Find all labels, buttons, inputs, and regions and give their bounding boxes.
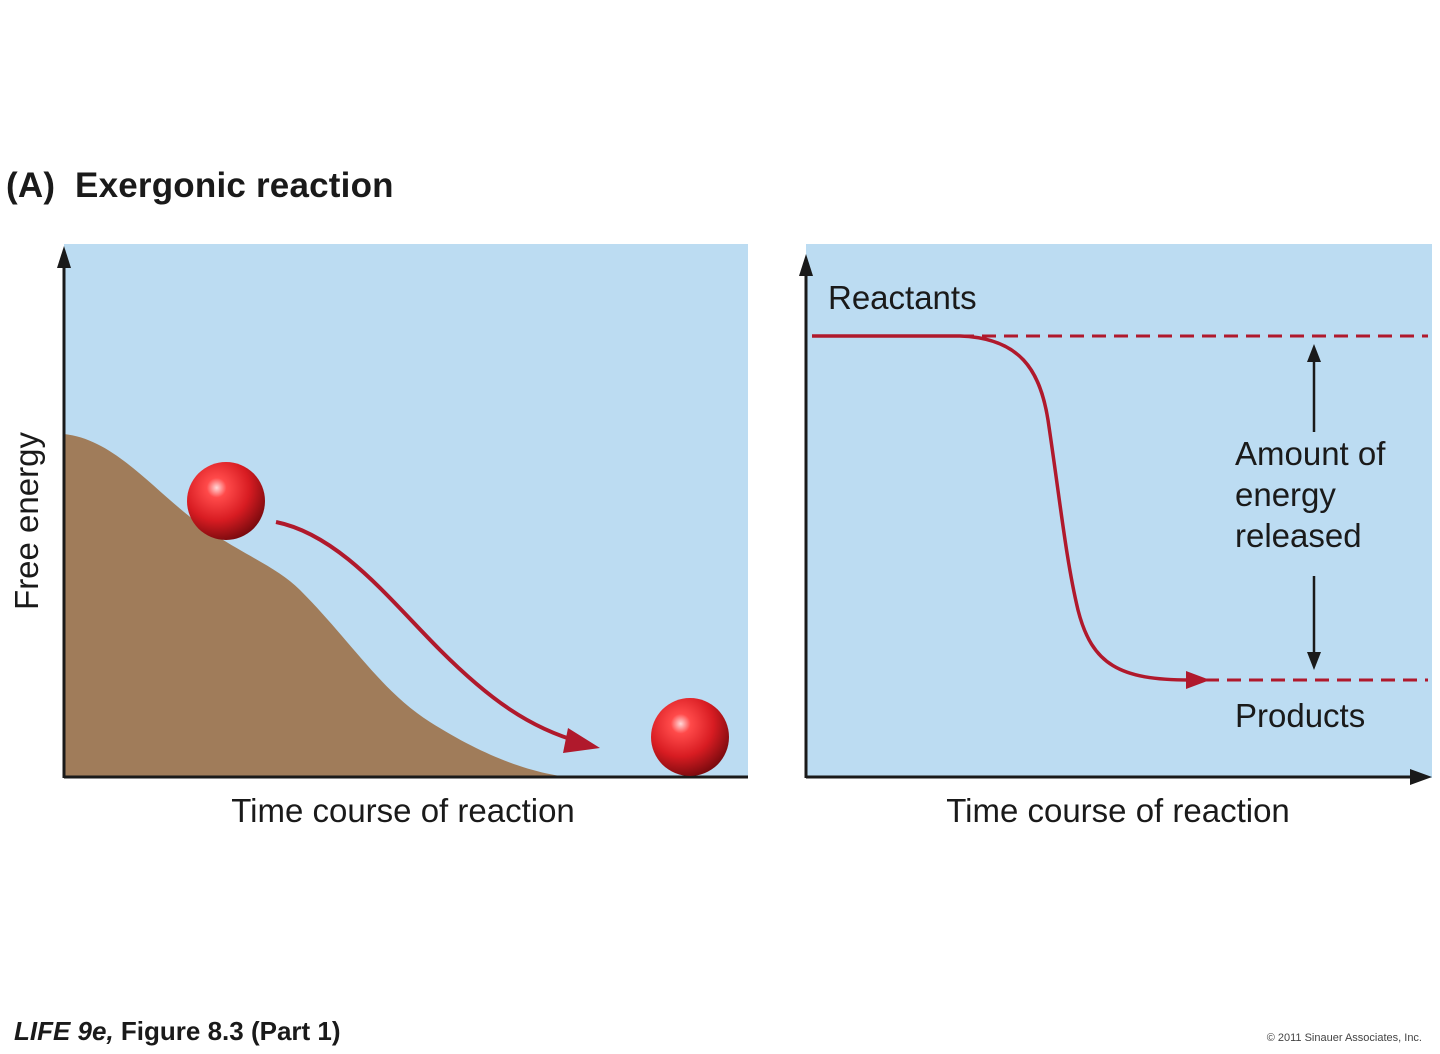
energy-released-line-2: energy bbox=[1235, 476, 1336, 513]
energy-curve bbox=[812, 334, 1191, 682]
copyright-notice: © 2011 Sinauer Associates, Inc. bbox=[1266, 1032, 1422, 1044]
energy-arrow-up-head bbox=[1307, 344, 1321, 362]
right-x-axis-label: Time course of reaction bbox=[946, 792, 1290, 829]
right-x-axis-arrowhead bbox=[1410, 769, 1432, 785]
energy-released-line-1: Amount of bbox=[1235, 435, 1386, 472]
left-x-axis-label: Time course of reaction bbox=[231, 792, 575, 829]
roll-arrowhead bbox=[563, 728, 600, 753]
right-panel-background bbox=[806, 244, 1432, 778]
right-panel: Reactants Amount of energy released Prod… bbox=[799, 244, 1432, 829]
energy-released-line-3: released bbox=[1235, 517, 1362, 554]
left-panel: Free energy Time course of reaction bbox=[8, 244, 748, 829]
free-energy-label: Free energy bbox=[8, 432, 45, 610]
energy-curve-arrowhead bbox=[1186, 671, 1210, 689]
roll-arrow bbox=[275, 520, 581, 744]
caption-figure-ref: Figure 8.3 (Part 1) bbox=[113, 1016, 341, 1046]
energy-arrow-down-head bbox=[1307, 652, 1321, 670]
right-y-axis-arrowhead bbox=[799, 254, 813, 276]
caption-book: LIFE 9e, bbox=[14, 1016, 114, 1046]
figure-title: (A) Exergonic reaction bbox=[6, 166, 394, 205]
products-label: Products bbox=[1235, 697, 1365, 734]
left-y-axis-arrowhead bbox=[57, 246, 71, 268]
figure-caption: LIFE 9e, Figure 8.3 (Part 1) bbox=[14, 1016, 341, 1047]
reactant-ball bbox=[187, 462, 265, 540]
reactants-label: Reactants bbox=[828, 279, 977, 316]
product-ball bbox=[651, 698, 729, 776]
